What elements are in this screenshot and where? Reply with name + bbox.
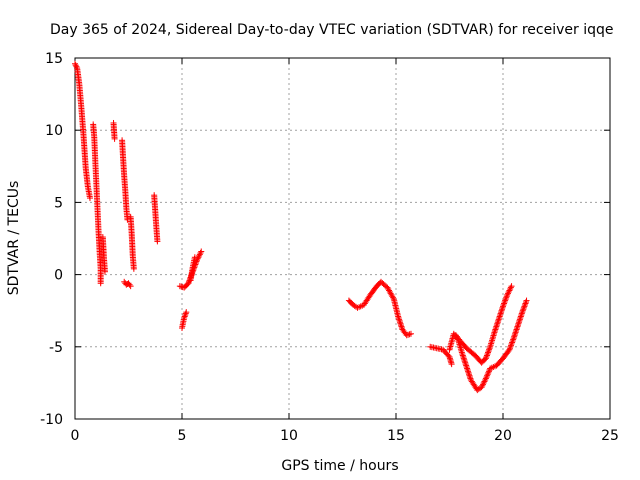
data-point [485,348,492,355]
data-point [506,287,513,294]
data-point [500,301,507,308]
data-point [509,338,516,345]
data-point [486,345,493,352]
data-point [86,195,93,202]
data-point [480,381,487,388]
data-point [181,314,188,321]
data-point [521,303,528,310]
data-point [182,312,189,319]
data-point [503,293,510,300]
data-point [486,346,493,353]
data-point [520,304,527,311]
x-tick-label: 0 [71,428,80,444]
data-point [507,286,514,293]
data-point [510,336,517,343]
data-point [509,339,516,346]
data-point [480,379,487,386]
data-point [130,265,137,272]
data-point [73,63,80,70]
plot-frame [74,57,611,420]
data-point [484,371,491,378]
data-point [501,299,508,306]
data-point [501,300,508,307]
data-point [505,347,512,354]
data-point [483,353,490,360]
data-point [483,374,490,381]
data-point [72,62,79,69]
data-point [111,135,118,142]
data-point [478,384,485,391]
tick-labels: 0 5 10 15 20 25 -10 -5 0 5 10 15 [40,51,619,444]
data-point [407,330,414,337]
data-point [503,294,510,301]
x-tick-label: 15 [387,428,405,444]
data-point [191,254,198,261]
data-point [390,294,397,301]
data-point [519,307,526,314]
x-tick-label: 10 [280,428,298,444]
data-point [520,306,527,313]
data-point [154,238,161,245]
x-axis-label: GPS time / hours [281,458,398,474]
data-point [502,297,509,304]
data-point [504,291,511,298]
grid-lines [75,58,610,419]
data-point [97,280,104,287]
data-point [483,352,490,359]
data-point [481,378,488,385]
data-point [485,349,492,356]
data-point [523,299,530,306]
data-point [101,268,108,275]
data-point [508,283,515,290]
data-point [445,352,452,359]
data-point [484,351,491,358]
data-point [181,313,188,320]
data-point [127,283,134,290]
data-point [448,361,455,368]
y-axis-label: SDTVAR / TECUs [6,181,22,296]
data-point [196,252,203,259]
y-tick-label: -5 [49,340,63,356]
data-point [505,288,512,295]
data-point [506,345,513,352]
data-point [484,372,491,379]
data-point [507,284,514,291]
x-tick-label: 20 [494,428,512,444]
data-point [197,249,204,256]
data-point [508,340,515,347]
y-tick-label: 0 [54,268,63,284]
data-point [507,343,514,350]
axis-ticks [74,57,611,420]
data-point [502,296,509,303]
data-point [482,377,489,384]
data-point [521,301,528,308]
data-points [72,60,530,394]
data-point [72,60,78,67]
y-tick-label: -10 [40,412,63,428]
data-point [508,342,515,349]
data-point [519,309,526,316]
y-tick-label: 5 [54,195,63,211]
data-point [183,309,190,316]
data-point [482,375,489,382]
y-tick-label: 15 [45,51,63,67]
data-point [479,382,486,389]
x-tick-label: 25 [601,428,619,444]
data-point [485,369,492,376]
data-point [182,310,189,317]
data-point [196,251,203,258]
data-point [482,355,489,362]
data-point [504,290,511,297]
x-tick-label: 5 [178,428,187,444]
data-point [500,303,506,310]
data-point [198,248,205,255]
y-tick-label: 10 [45,123,63,139]
data-point [522,300,529,307]
data-point [523,297,530,304]
chart-title: Day 365 of 2024, Sidereal Day-to-day VTE… [50,22,614,38]
data-point [485,368,492,375]
data-point [126,281,133,288]
data-point [506,346,513,353]
